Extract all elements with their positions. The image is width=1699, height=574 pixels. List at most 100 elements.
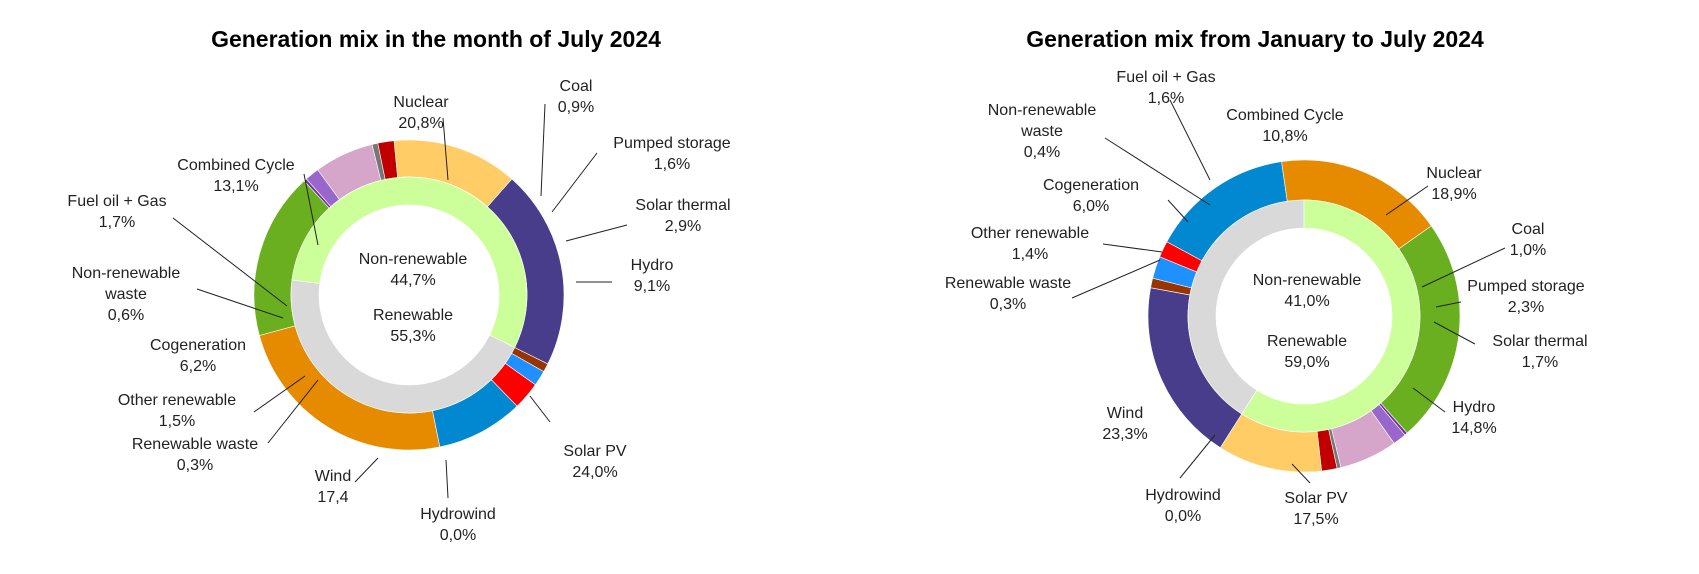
ytd-inner-value-non-renewable: 41,0% <box>1284 293 1329 310</box>
ytd-leader-hydro <box>1412 387 1446 413</box>
ytd-leader-solar-pv <box>1291 463 1311 484</box>
july-leader-solar-pv <box>529 395 551 423</box>
ytd-value-hydrowind: 0,0% <box>1165 508 1201 525</box>
july-value-non-renewable-waste: 0,6% <box>108 307 144 324</box>
july-leader-solar-thermal <box>565 224 628 242</box>
july-leader-combined-cycle <box>303 173 319 246</box>
ytd-value-wind: 23,3% <box>1102 426 1147 443</box>
july-leader-wind <box>354 457 379 483</box>
july-label-pumped-storage: Pumped storage <box>613 135 731 152</box>
ytd-leader-non-renewable-waste <box>1104 137 1211 206</box>
ytd-label-non-renewable-waste-line1: Non-renewable <box>988 102 1097 119</box>
july-leader-pumped-storage <box>551 152 598 213</box>
july-value-pumped-storage: 1,6% <box>654 156 690 173</box>
ytd-label-solar-pv: Solar PV <box>1284 490 1347 507</box>
ytd-value-non-renewable-waste: 0,4% <box>1024 144 1060 161</box>
july-value-combined-cycle: 13,1% <box>213 178 258 195</box>
ytd-value-solar-pv: 17,5% <box>1293 511 1338 528</box>
ytd-value-solar-thermal: 1,7% <box>1522 354 1558 371</box>
ytd-value-renewable-waste: 0,3% <box>990 296 1026 313</box>
july-leader-coal <box>540 103 546 197</box>
july-inner-value-non-renewable: 44,7% <box>390 272 435 289</box>
ytd-label-solar-thermal: Solar thermal <box>1492 333 1587 350</box>
july-inner-value-renewable: 55,3% <box>390 328 435 345</box>
july-label-non-renewable-waste-line1: Non-renewable <box>72 265 181 282</box>
july-value-other-renewable: 1,5% <box>159 413 195 430</box>
ytd-label-wind: Wind <box>1107 405 1143 422</box>
chart-title-july: Generation mix in the month of July 2024 <box>211 26 661 52</box>
ytd-label-nuclear: Nuclear <box>1426 165 1482 182</box>
july-value-renewable-waste: 0,3% <box>177 457 213 474</box>
ytd-label-other-renewable: Other renewable <box>971 225 1089 242</box>
july-leader-hydrowind <box>445 459 449 499</box>
july-label-other-renewable: Other renewable <box>118 392 236 409</box>
july-value-wind: 17,4 <box>317 489 348 506</box>
ytd-label-coal: Coal <box>1512 221 1545 238</box>
july-inner-segment-renewable <box>291 176 528 348</box>
ytd-label-pumped-storage: Pumped storage <box>1467 278 1585 295</box>
july-value-solar-thermal: 2,9% <box>665 218 701 235</box>
ytd-leader-pumped-storage <box>1435 301 1462 308</box>
july-value-hydro: 9,1% <box>634 278 670 295</box>
ytd-value-other-renewable: 1,4% <box>1012 246 1048 263</box>
ytd-leader-nuclear <box>1385 185 1429 216</box>
july-label-non-renewable-waste-line2: waste <box>104 286 147 303</box>
july-value-solar-pv: 24,0% <box>572 464 617 481</box>
ytd-inner-label-non-renewable: Non-renewable <box>1253 272 1362 289</box>
ytd-label-cogeneration: Cogeneration <box>1043 177 1139 194</box>
ytd-label-hydrowind: Hydrowind <box>1145 487 1221 504</box>
july-inner-label-non-renewable: Non-renewable <box>359 251 468 268</box>
ytd-inner-segment-renewable <box>1241 199 1421 433</box>
july-label-wind: Wind <box>315 468 351 485</box>
ytd-value-cogeneration: 6,0% <box>1073 198 1109 215</box>
ytd-value-nuclear: 18,9% <box>1431 186 1476 203</box>
ytd-label-hydro: Hydro <box>1453 399 1496 416</box>
ytd-leader-cogeneration <box>1167 199 1189 223</box>
july-label-hydrowind: Hydrowind <box>420 506 496 523</box>
july-label-hydro: Hydro <box>631 257 674 274</box>
ytd-label-fuel-oil-gas: Fuel oil + Gas <box>1116 69 1215 86</box>
ytd-inner-label-renewable: Renewable <box>1267 333 1347 350</box>
ytd-leader-fuel-oil-gas <box>1169 99 1211 181</box>
ytd-leader-coal <box>1421 247 1506 288</box>
ytd-inner-value-renewable: 59,0% <box>1284 354 1329 371</box>
july-leader-non-renewable-waste <box>196 288 284 319</box>
july-label-solar-thermal: Solar thermal <box>635 197 730 214</box>
july-value-nuclear: 20,8% <box>398 115 443 132</box>
ytd-value-coal: 1,0% <box>1510 242 1546 259</box>
ytd-value-pumped-storage: 2,3% <box>1508 299 1544 316</box>
ytd-leader-other-renewable <box>1102 243 1163 253</box>
july-leader-nuclear <box>442 117 449 181</box>
july-label-cogeneration: Cogeneration <box>150 337 246 354</box>
chart-title-jan-july: Generation mix from January to July 2024 <box>1026 26 1484 52</box>
july-label-solar-pv: Solar PV <box>563 443 626 460</box>
donut-chart-july: Non-renewable 44,7% Renewable 55,3% Coal 0,9%… <box>67 78 730 544</box>
july-label-combined-cycle: Combined Cycle <box>177 157 294 174</box>
july-inner-segment-non-renewable <box>290 279 516 414</box>
july-label-fuel-oil-gas: Fuel oil + Gas <box>67 193 166 210</box>
ytd-value-hydro: 14,8% <box>1451 420 1496 437</box>
july-label-coal: Coal <box>560 78 593 95</box>
july-label-renewable-waste: Renewable waste <box>132 436 258 453</box>
ytd-label-combined-cycle: Combined Cycle <box>1226 107 1343 124</box>
july-value-hydrowind: 0,0% <box>440 527 476 544</box>
july-leader-other-renewable <box>253 375 306 413</box>
ytd-label-renewable-waste: Renewable waste <box>945 275 1071 292</box>
july-value-fuel-oil-gas: 1,7% <box>99 214 135 231</box>
donut-chart-jan-july: Non-renewable 41,0% Renewable 59,0% Nuclear 1… <box>945 69 1588 528</box>
ytd-value-combined-cycle: 10,8% <box>1262 128 1307 145</box>
ytd-value-fuel-oil-gas: 1,6% <box>1148 90 1184 107</box>
ytd-leader-renewable-waste <box>1071 259 1161 299</box>
ytd-leader-solar-thermal <box>1433 321 1476 345</box>
july-leader-renewable-waste <box>267 379 319 444</box>
july-leader-fuel-oil-gas <box>172 217 288 307</box>
july-inner-label-renewable: Renewable <box>373 307 453 324</box>
ytd-inner-segment-non-renewable <box>1187 199 1305 415</box>
july-label-nuclear: Nuclear <box>393 94 449 111</box>
ytd-label-non-renewable-waste-line2: waste <box>1020 123 1063 140</box>
july-value-cogeneration: 6,2% <box>180 358 216 375</box>
july-value-coal: 0,9% <box>558 99 594 116</box>
ytd-leader-hydrowind <box>1179 434 1216 479</box>
